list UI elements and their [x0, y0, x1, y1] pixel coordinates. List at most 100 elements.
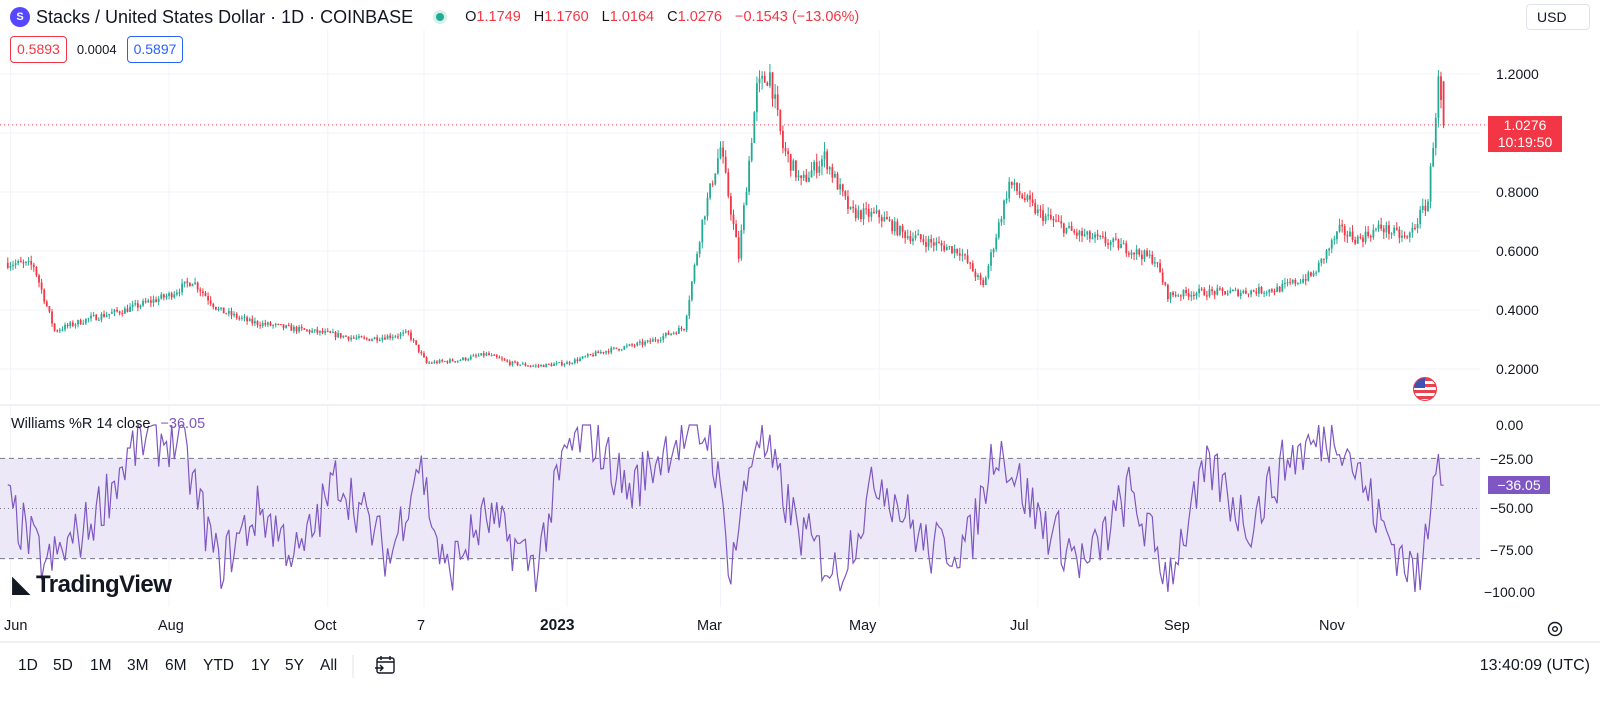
candle-body: [498, 357, 501, 359]
candle-body: [196, 282, 199, 290]
candle-body: [446, 361, 449, 363]
range-3m[interactable]: 3M: [127, 657, 149, 674]
range-1d[interactable]: 1D: [18, 657, 38, 674]
candle-body: [636, 342, 639, 346]
candle-body: [82, 323, 85, 325]
symbol-title[interactable]: Stacks / United States Dollar · 1D · COI…: [36, 6, 414, 27]
candle-body: [670, 333, 672, 335]
tradingview-logo[interactable]: ◣ TradingView: [12, 570, 172, 599]
candle-body: [199, 289, 202, 292]
utc-clock[interactable]: 13:40:09 (UTC): [1479, 657, 1590, 674]
range-1m[interactable]: 1M: [90, 657, 112, 674]
currency-selector[interactable]: USD: [1526, 4, 1590, 30]
candle-body: [1424, 205, 1427, 211]
candle-body: [1021, 194, 1024, 199]
live-dot-icon: [433, 10, 448, 24]
candle-body: [1229, 290, 1232, 294]
candle-body: [1052, 218, 1055, 221]
wr-tick: −50.00: [1490, 500, 1534, 516]
range-5d[interactable]: 5D: [53, 657, 73, 674]
candle-body: [394, 336, 397, 338]
candle-body: [97, 319, 100, 321]
candle-body: [987, 265, 990, 278]
candle-body: [136, 303, 139, 308]
candle-body: [358, 336, 360, 338]
candle-body: [272, 325, 275, 327]
candle-body: [423, 353, 425, 358]
candle-body: [1109, 241, 1112, 245]
candle-body: [945, 247, 948, 251]
candle-body: [1062, 223, 1065, 234]
candle-body: [750, 142, 753, 161]
candle-body: [540, 365, 542, 367]
candle-body: [714, 173, 717, 185]
candle-body: [1153, 262, 1156, 264]
candle-body: [1159, 263, 1161, 273]
candle-body: [883, 217, 886, 222]
tradingview-mark-icon: ◣: [12, 571, 30, 598]
candle-body: [300, 326, 303, 329]
buy-button[interactable]: 0.5897: [126, 36, 184, 63]
candle-body: [415, 340, 418, 345]
candle-body: [527, 365, 529, 367]
candle-body: [732, 214, 735, 224]
candle-body: [797, 175, 800, 178]
candle-body: [48, 306, 51, 312]
us-flag-icon[interactable]: [1413, 377, 1437, 401]
candle-body: [1401, 235, 1403, 238]
range-5y[interactable]: 5Y: [285, 657, 304, 674]
sell-button[interactable]: 0.5893: [10, 36, 67, 63]
candle-body: [841, 184, 844, 192]
candle-body: [368, 338, 371, 341]
candle-body: [667, 332, 670, 335]
candle-body: [1213, 291, 1216, 295]
candle-body: [389, 335, 392, 338]
candle-body: [1276, 286, 1279, 292]
candle-body: [698, 242, 701, 254]
candle-body: [1403, 235, 1406, 237]
candle-body: [61, 329, 64, 331]
indicator-value: −36.05: [160, 416, 206, 432]
candle-body: [680, 328, 683, 330]
range-6m[interactable]: 6M: [165, 657, 187, 674]
candle-body: [27, 261, 30, 263]
range-all[interactable]: All: [320, 657, 338, 674]
candle-body: [230, 311, 233, 316]
candle-body: [1117, 239, 1120, 249]
indicator-legend[interactable]: Williams %R 14 close −36.05: [11, 416, 205, 432]
range-ytd[interactable]: YTD: [203, 657, 234, 674]
candle-body: [586, 354, 589, 357]
wr-last-tag: −36.05: [1488, 476, 1550, 494]
goto-date-calendar-icon[interactable]: [374, 655, 396, 675]
candle-body: [14, 263, 17, 266]
range-1y[interactable]: 1Y: [251, 657, 270, 674]
candle-body: [17, 260, 20, 264]
candle-body: [1190, 294, 1193, 297]
candle-body: [355, 337, 358, 339]
candle-body: [477, 355, 480, 357]
candle-body: [1310, 272, 1312, 276]
candle-body: [805, 174, 808, 182]
candle-body: [1281, 283, 1284, 292]
candle-body: [311, 330, 314, 333]
candle-body: [802, 174, 805, 179]
candle-body: [282, 324, 285, 328]
candle-body: [677, 328, 680, 334]
candle-body: [873, 211, 875, 213]
candle-body: [779, 109, 782, 131]
settings-gear-icon[interactable]: [1546, 620, 1564, 638]
wr-tick: −100.00: [1484, 584, 1535, 600]
candle-body: [1369, 235, 1372, 238]
candle-body: [19, 260, 22, 263]
candle-body: [1143, 250, 1146, 260]
candle-body: [360, 336, 363, 338]
candle-body: [1192, 294, 1195, 297]
candle-body: [243, 317, 246, 319]
candle-body: [103, 314, 105, 317]
candle-body: [1333, 239, 1336, 241]
candle-body: [1016, 182, 1018, 192]
candle-body: [1364, 231, 1367, 242]
candle-body: [1226, 293, 1229, 295]
candle-body: [847, 196, 849, 209]
